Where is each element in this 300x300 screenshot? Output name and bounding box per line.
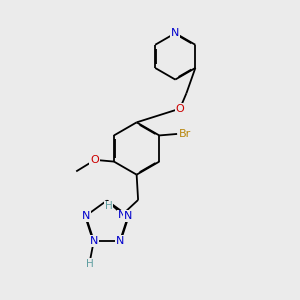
Text: N: N	[124, 211, 132, 221]
Text: H: H	[86, 259, 94, 269]
Text: N: N	[90, 236, 98, 246]
Text: N: N	[82, 211, 90, 221]
Text: O: O	[176, 104, 184, 114]
Text: N: N	[118, 210, 126, 220]
Text: H: H	[104, 202, 112, 212]
Text: N: N	[116, 236, 124, 246]
Text: O: O	[90, 155, 99, 165]
Text: N: N	[171, 28, 179, 38]
Text: Br: Br	[178, 129, 191, 139]
